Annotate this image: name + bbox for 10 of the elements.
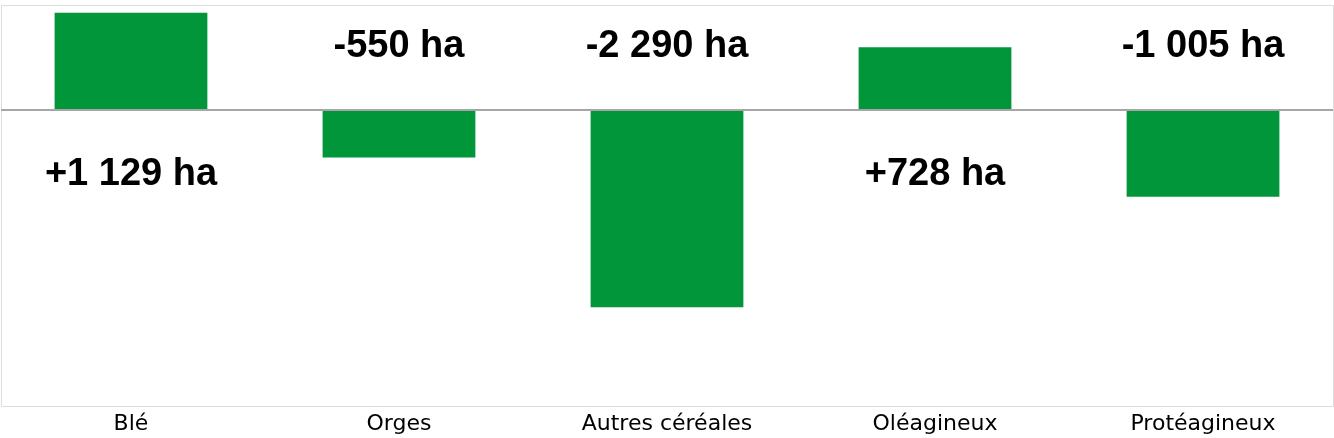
x-tick-label: Autres céréales <box>581 409 753 435</box>
data-label: +1 129 ha <box>44 151 218 194</box>
x-tick-label: Blé <box>113 409 149 435</box>
x-tick-label: Oléagineux <box>872 409 998 435</box>
data-label: -2 290 ha <box>585 23 750 66</box>
x-tick-label: Protéagineux <box>1130 409 1276 435</box>
data-label: -550 ha <box>333 23 466 66</box>
data-label: +728 ha <box>864 151 1007 194</box>
data-label: -1 005 ha <box>1121 23 1286 66</box>
x-tick-label: Orges <box>366 409 432 435</box>
